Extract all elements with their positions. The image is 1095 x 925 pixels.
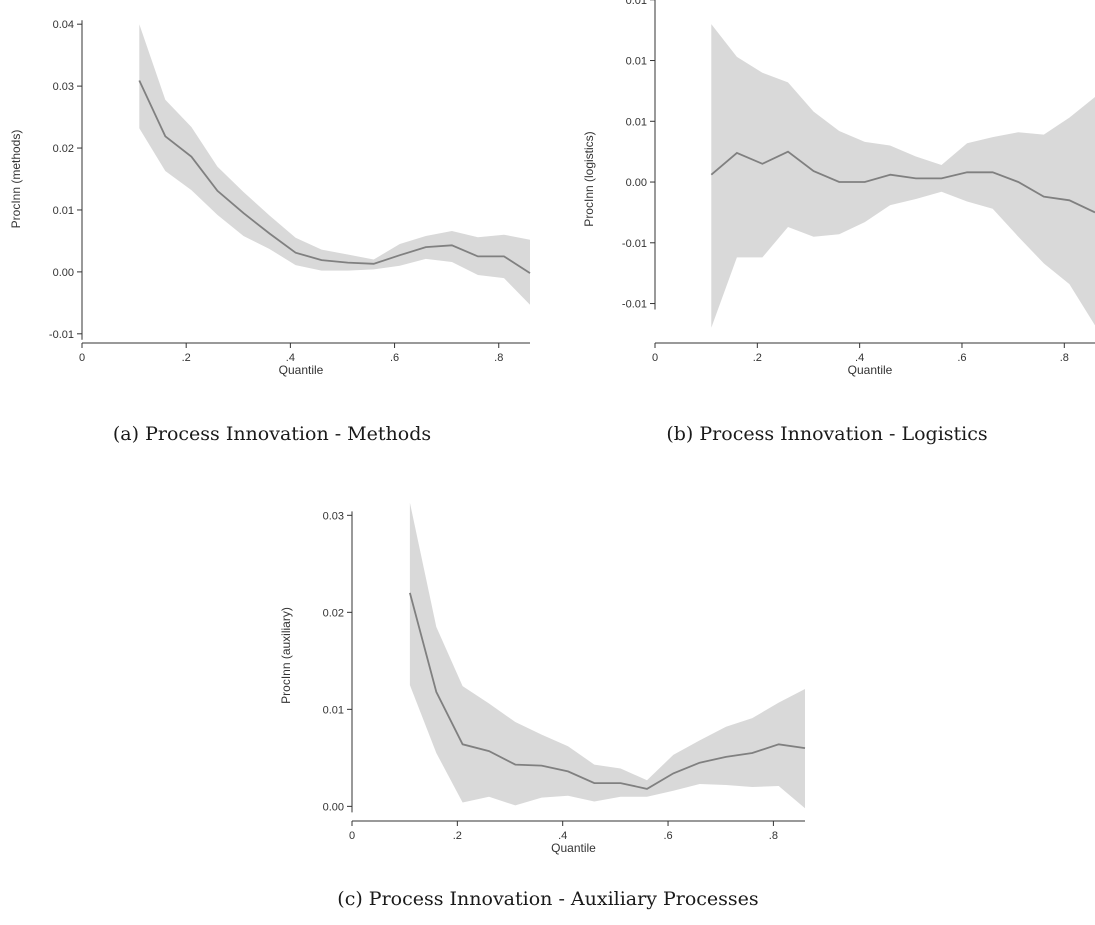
- confidence-band: [409, 502, 805, 809]
- y-tick-label: 0.03: [53, 81, 74, 93]
- y-tick-label: 0.00: [53, 267, 74, 279]
- y-tick-label: 0.02: [53, 143, 74, 155]
- estimate-line: [710, 150, 1095, 214]
- x-tick-label: .6: [390, 352, 399, 364]
- x-tick-label: .8: [769, 830, 778, 842]
- y-tick-label: 0.01: [626, 56, 647, 68]
- x-ticks: 0 .2 .4 .6 .8: [652, 343, 1069, 364]
- x-axis-title: Quantile: [848, 363, 893, 377]
- x-tick-label: .4: [558, 830, 567, 842]
- y-axis-title: ProcInn (methods): [9, 130, 23, 229]
- y-tick-label: 0.01: [626, 0, 647, 7]
- x-tick-label: .8: [494, 352, 503, 364]
- y-tick-label: -0.01: [622, 299, 647, 311]
- estimate-line: [409, 592, 806, 790]
- y-tick-label: 0.01: [53, 205, 74, 217]
- y-axis-title: ProcInn (auxiliary): [279, 607, 293, 704]
- x-tick-label: .4: [286, 352, 295, 364]
- x-tick-label: 0: [652, 352, 658, 364]
- y-tick-label: 0.01: [626, 116, 647, 128]
- y-ticks: 0.00 0.01 0.02 0.03: [323, 510, 352, 813]
- y-tick-label: 0.00: [626, 177, 647, 189]
- panel-logistics: -0.01 -0.01 0.00 0.01 0.01 0.01 0 .2 .4 .6 .8 Qua…: [582, 0, 1095, 445]
- y-ticks: -0.01 0.00 0.01 0.02 0.03 0.04: [49, 19, 82, 341]
- y-tick-label: 0.04: [53, 19, 74, 31]
- y-ticks: -0.01 -0.01 0.00 0.01 0.01 0.01: [622, 0, 655, 311]
- y-tick-label: -0.01: [49, 329, 74, 341]
- x-ticks: 0 .2 .4 .6 .8: [79, 343, 503, 364]
- x-tick-label: .6: [663, 830, 672, 842]
- panel-caption: (b) Process Innovation - Logistics: [666, 423, 987, 445]
- y-tick-label: 0.03: [323, 510, 344, 522]
- x-tick-label: .8: [1060, 352, 1069, 364]
- x-axis-title: Quantile: [279, 363, 324, 377]
- x-tick-label: .4: [855, 352, 864, 364]
- x-tick-label: .2: [453, 830, 462, 842]
- y-tick-label: 0.01: [323, 704, 344, 716]
- y-tick-label: 0.00: [323, 801, 344, 813]
- x-tick-label: .6: [957, 352, 966, 364]
- x-axis-title: Quantile: [551, 841, 596, 855]
- y-tick-label: -0.01: [622, 238, 647, 250]
- x-tick-label: 0: [349, 830, 355, 842]
- x-tick-label: 0: [79, 352, 85, 364]
- panel-auxiliary: 0.00 0.01 0.02 0.03 0 .2 .4 .6 .8 Quantile Proc…: [279, 502, 806, 910]
- y-axis-title: ProcInn (logistics): [582, 131, 596, 226]
- y-tick-label: 0.02: [323, 607, 344, 619]
- panel-caption: (a) Process Innovation - Methods: [113, 423, 431, 445]
- estimate-line: [138, 80, 531, 274]
- x-tick-label: .2: [182, 352, 191, 364]
- x-tick-label: .2: [753, 352, 762, 364]
- panel-caption: (c) Process Innovation - Auxiliary Proce…: [337, 888, 758, 910]
- x-ticks: 0 .2 .4 .6 .8: [349, 821, 778, 842]
- panel-methods: -0.01 0.00 0.01 0.02 0.03 0.04 0 .2 .4 .6 .8 Quan…: [9, 19, 531, 445]
